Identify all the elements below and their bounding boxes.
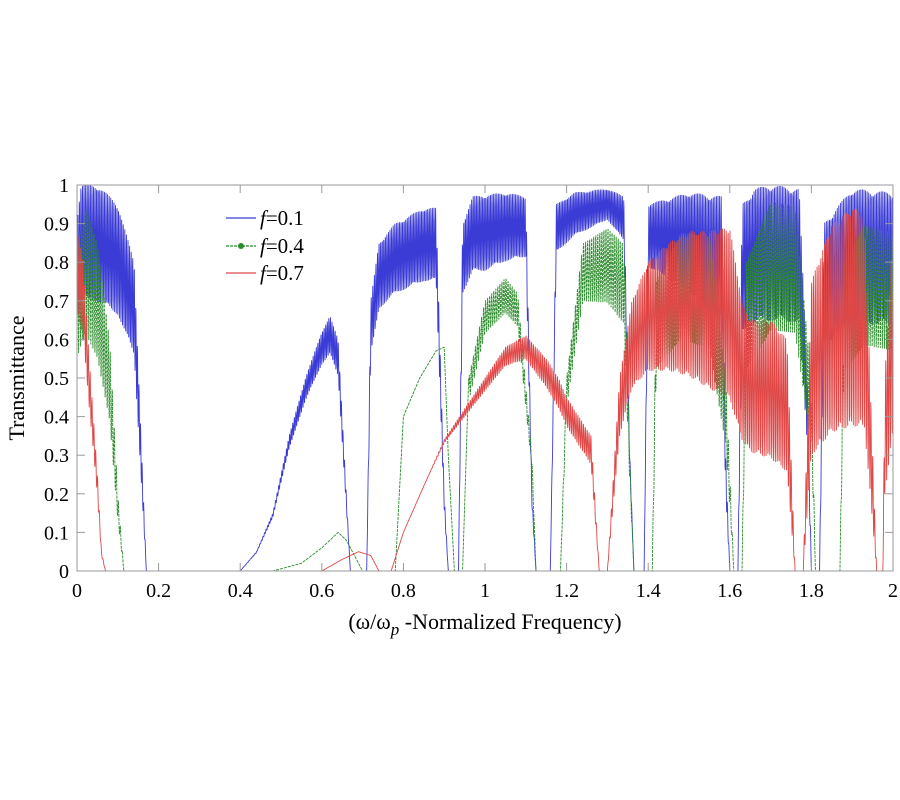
y-tick-label: 0.5 <box>44 368 69 390</box>
legend-value-3: =0.7 <box>266 261 304 285</box>
x-axis-title-subscript: p <box>390 620 400 639</box>
tick-labels-layer: 0 0.2 0.4 0.6 0.8 1 1.2 1.4 1.6 1.8 2 0 0.1 0.2 0.3 0.4… <box>44 175 898 602</box>
x-tick-label: 0.2 <box>146 580 171 602</box>
legend-var-2: f <box>260 234 269 258</box>
legend-label-1: f=0.1 <box>260 206 304 230</box>
y-tick-label: 1 <box>59 175 69 197</box>
legend-value-1: =0.1 <box>266 206 304 230</box>
y-tick-label: 0.2 <box>44 484 69 506</box>
legend-label-3: f=0.7 <box>260 261 304 285</box>
legend-value-2: =0.4 <box>266 234 305 258</box>
y-tick-label: 0.4 <box>44 407 69 429</box>
x-tick-label: 0 <box>72 580 82 602</box>
legend-entry-2: f=0.4 <box>226 234 304 258</box>
x-tick-label: 1.4 <box>636 580 661 602</box>
y-tick-label: 0.1 <box>44 522 69 544</box>
x-tick-label: 1.6 <box>717 580 742 602</box>
x-tick-label: 0.6 <box>309 580 334 602</box>
y-tick-label: 0.7 <box>44 291 69 313</box>
x-axis-title: (ω/ωp -Normalized Frequency) <box>348 609 621 639</box>
y-tick-label: 0.6 <box>44 329 69 351</box>
legend-entry-1: f=0.1 <box>226 206 304 230</box>
x-axis-title-prefix: (ω/ω <box>348 609 390 634</box>
legend-var-3: f <box>260 261 269 285</box>
x-axis-title-suffix: -Normalized Frequency) <box>399 609 621 634</box>
ticks-layer <box>76 184 894 572</box>
x-tick-label: 0.4 <box>228 580 253 602</box>
legend-entry-3: f=0.7 <box>226 261 304 285</box>
x-tick-label: 1 <box>480 580 490 602</box>
legend: f=0.1 f=0.4 f=0.7 <box>226 206 304 285</box>
x-tick-label: 1.2 <box>554 580 579 602</box>
y-tick-label: 0 <box>59 561 69 583</box>
y-tick-label: 0.8 <box>44 252 69 274</box>
legend-marker-2 <box>238 243 244 249</box>
x-tick-label: 0.8 <box>391 580 416 602</box>
x-tick-label: 2 <box>888 580 898 602</box>
legend-var-1: f <box>260 206 269 230</box>
y-tick-label: 0.9 <box>44 214 69 236</box>
x-tick-label: 1.8 <box>799 580 824 602</box>
y-axis-title: Transmittance <box>4 315 29 440</box>
y-tick-label: 0.3 <box>44 445 69 467</box>
legend-label-2: f=0.4 <box>260 234 304 258</box>
